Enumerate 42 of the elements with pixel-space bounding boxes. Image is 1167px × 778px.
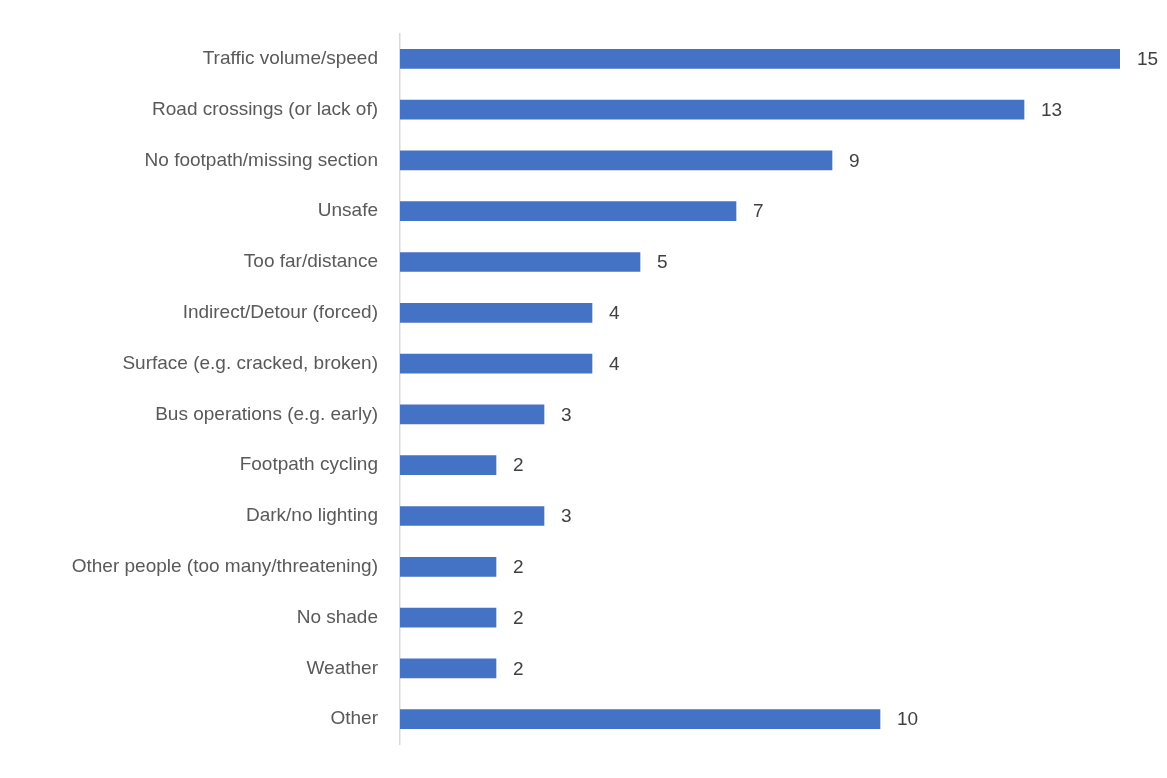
y-tick-label: Other people (too many/threatening) (71, 555, 378, 577)
bar (400, 201, 737, 222)
y-tick-label: Dark/no lighting (245, 504, 378, 526)
y-tick-label: No shade (296, 605, 378, 627)
data-label: 9 (849, 149, 860, 171)
bar (400, 404, 545, 425)
data-label: 2 (513, 556, 524, 578)
data-label: 15 (1137, 48, 1159, 70)
bar (400, 455, 497, 476)
data-label: 2 (513, 657, 524, 679)
data-label: 13 (1041, 98, 1063, 120)
data-label: 4 (609, 302, 620, 324)
bar (400, 252, 641, 272)
y-tick-label: Bus operations (e.g. early) (155, 402, 378, 424)
data-label: 7 (753, 200, 764, 222)
data-label: 2 (513, 606, 524, 628)
data-label: 5 (657, 251, 668, 273)
y-tick-label: Traffic volume/speed (202, 47, 378, 69)
y-tick-label: Surface (e.g. cracked, broken) (122, 351, 378, 373)
y-tick-label: Footpath cycling (239, 453, 378, 475)
y-tick-label: Unsafe (317, 199, 378, 221)
y-tick-label: Other (330, 707, 379, 729)
y-tick-label: Road crossings (or lack of) (152, 97, 378, 119)
bar (400, 48, 1120, 69)
data-label: 10 (897, 708, 919, 730)
bar (400, 556, 497, 577)
bar (400, 658, 497, 679)
data-label: 3 (561, 505, 572, 527)
data-label: 3 (561, 403, 572, 425)
data-label: 2 (513, 454, 524, 476)
bar (400, 353, 593, 374)
y-tick-label: Indirect/Detour (forced) (182, 301, 378, 323)
bar (400, 709, 881, 730)
bar (400, 607, 497, 628)
data-label: 4 (609, 352, 620, 374)
bar (400, 302, 593, 323)
y-tick-label: Weather (306, 656, 379, 678)
bar (400, 150, 833, 171)
bar (400, 99, 1025, 120)
y-tick-label: Too far/distance (243, 250, 378, 272)
bar (400, 506, 545, 526)
y-tick-label: No footpath/missing section (144, 148, 378, 170)
